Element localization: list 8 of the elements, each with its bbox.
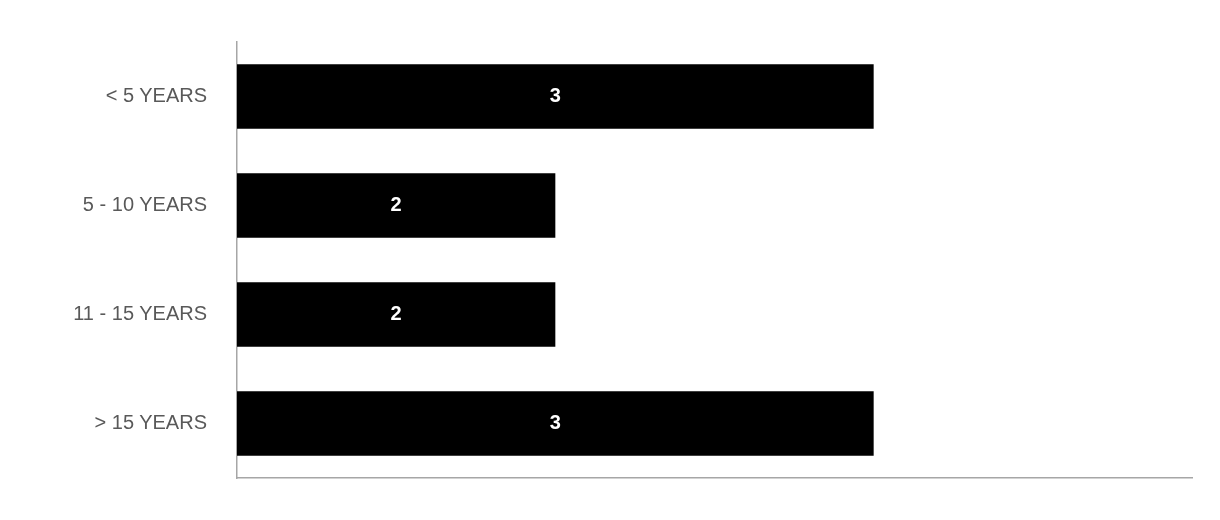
y-tick-label: > 15 YEARS: [94, 411, 207, 434]
data-label: 2: [390, 302, 402, 325]
data-label: 3: [549, 411, 561, 434]
y-tick-label: < 5 YEARS: [105, 84, 207, 107]
data-label: 2: [390, 193, 402, 216]
y-tick-label: 11 - 15 YEARS: [73, 302, 207, 325]
y-tick-label: 5 - 10 YEARS: [82, 193, 207, 216]
data-label: 3: [549, 84, 561, 107]
